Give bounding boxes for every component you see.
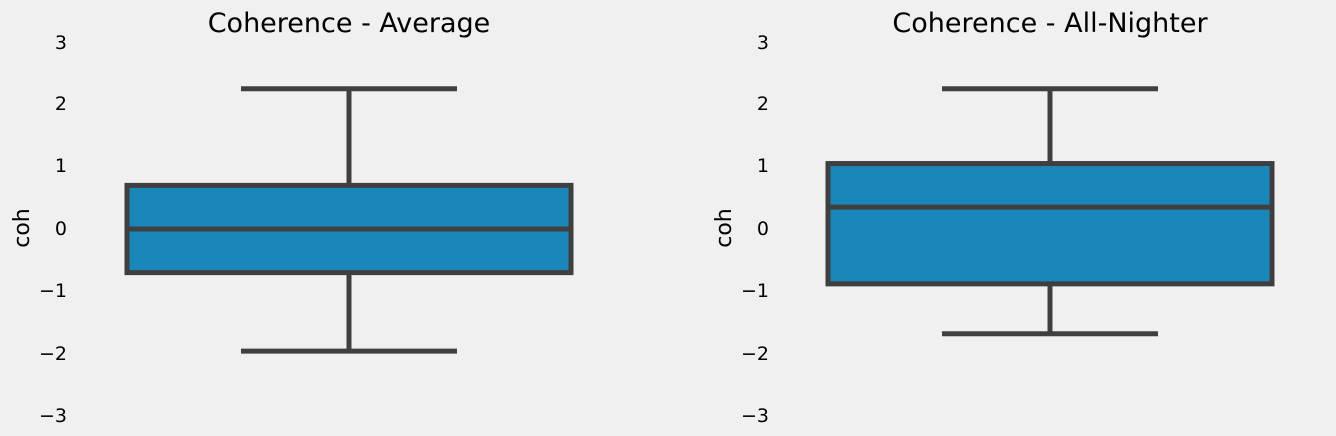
y-tick-label: −2 — [741, 343, 769, 365]
boxplot-average — [124, 86, 574, 354]
y-tick-label: −1 — [741, 280, 769, 302]
y-tick-label: 0 — [55, 218, 67, 240]
chart-panel-average: Coherence - Average coh 3 2 1 0 −1 −2 −3 — [10, 8, 574, 427]
chart-panel-all-nighter: Coherence - All-Nighter coh 3 2 1 0 −1 −… — [712, 8, 1275, 427]
y-axis-label: coh — [10, 208, 35, 248]
chart-title: Coherence - All-Nighter — [892, 8, 1208, 39]
y-axis-label: coh — [712, 208, 737, 248]
y-tick-label: −3 — [39, 405, 67, 427]
y-tick-label: 1 — [757, 155, 769, 177]
y-tick-label: −1 — [39, 280, 67, 302]
y-tick-labels: 3 2 1 0 −1 −2 −3 — [741, 32, 769, 427]
y-tick-label: −2 — [39, 343, 67, 365]
y-tick-label: −3 — [741, 405, 769, 427]
chart-title: Coherence - Average — [208, 8, 491, 39]
y-tick-label: 2 — [55, 93, 67, 115]
y-tick-label: 3 — [55, 32, 67, 54]
boxplot-all-nighter — [825, 86, 1275, 337]
y-tick-label: 0 — [757, 218, 769, 240]
interquartile-box — [825, 161, 1275, 287]
y-tick-labels: 3 2 1 0 −1 −2 −3 — [39, 32, 67, 427]
y-tick-label: 2 — [757, 93, 769, 115]
y-tick-label: 3 — [757, 32, 769, 54]
y-tick-label: 1 — [55, 155, 67, 177]
